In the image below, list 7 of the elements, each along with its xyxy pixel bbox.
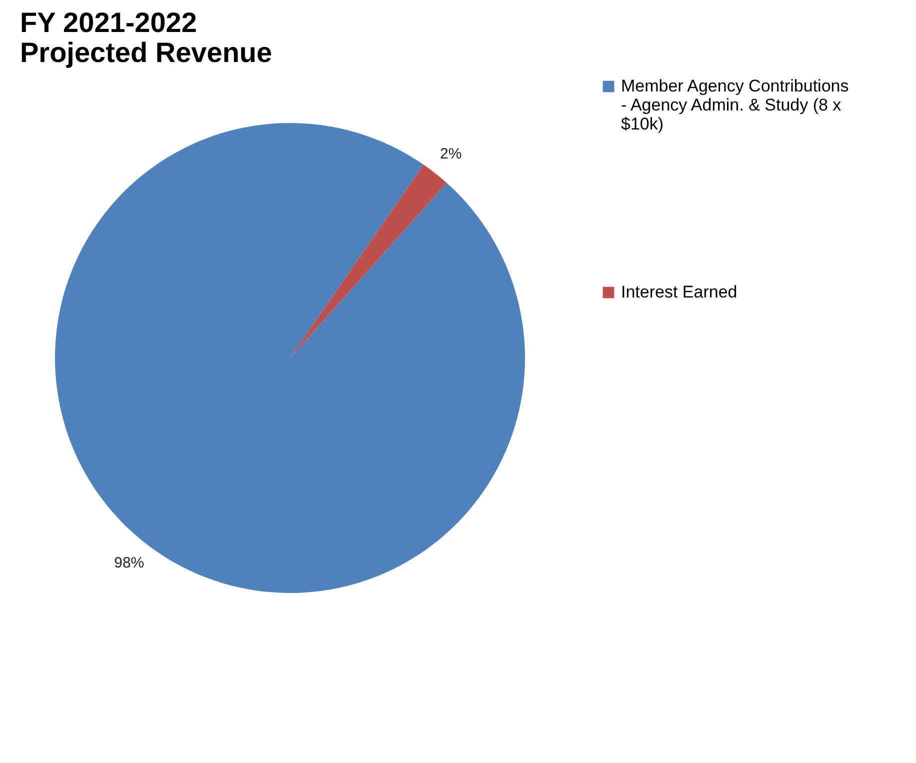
data-label: 98% — [114, 554, 144, 572]
pie-slice — [290, 164, 447, 358]
legend-label: Interest Earned — [621, 282, 738, 302]
legend-label: Member Agency Contributions - Agency Admin. & Study (8 x $10k) — [621, 76, 849, 134]
pie-slice — [55, 123, 525, 593]
chart-title: FY 2021-2022 Projected Revenue — [20, 7, 272, 68]
data-label: 2% — [440, 146, 462, 163]
